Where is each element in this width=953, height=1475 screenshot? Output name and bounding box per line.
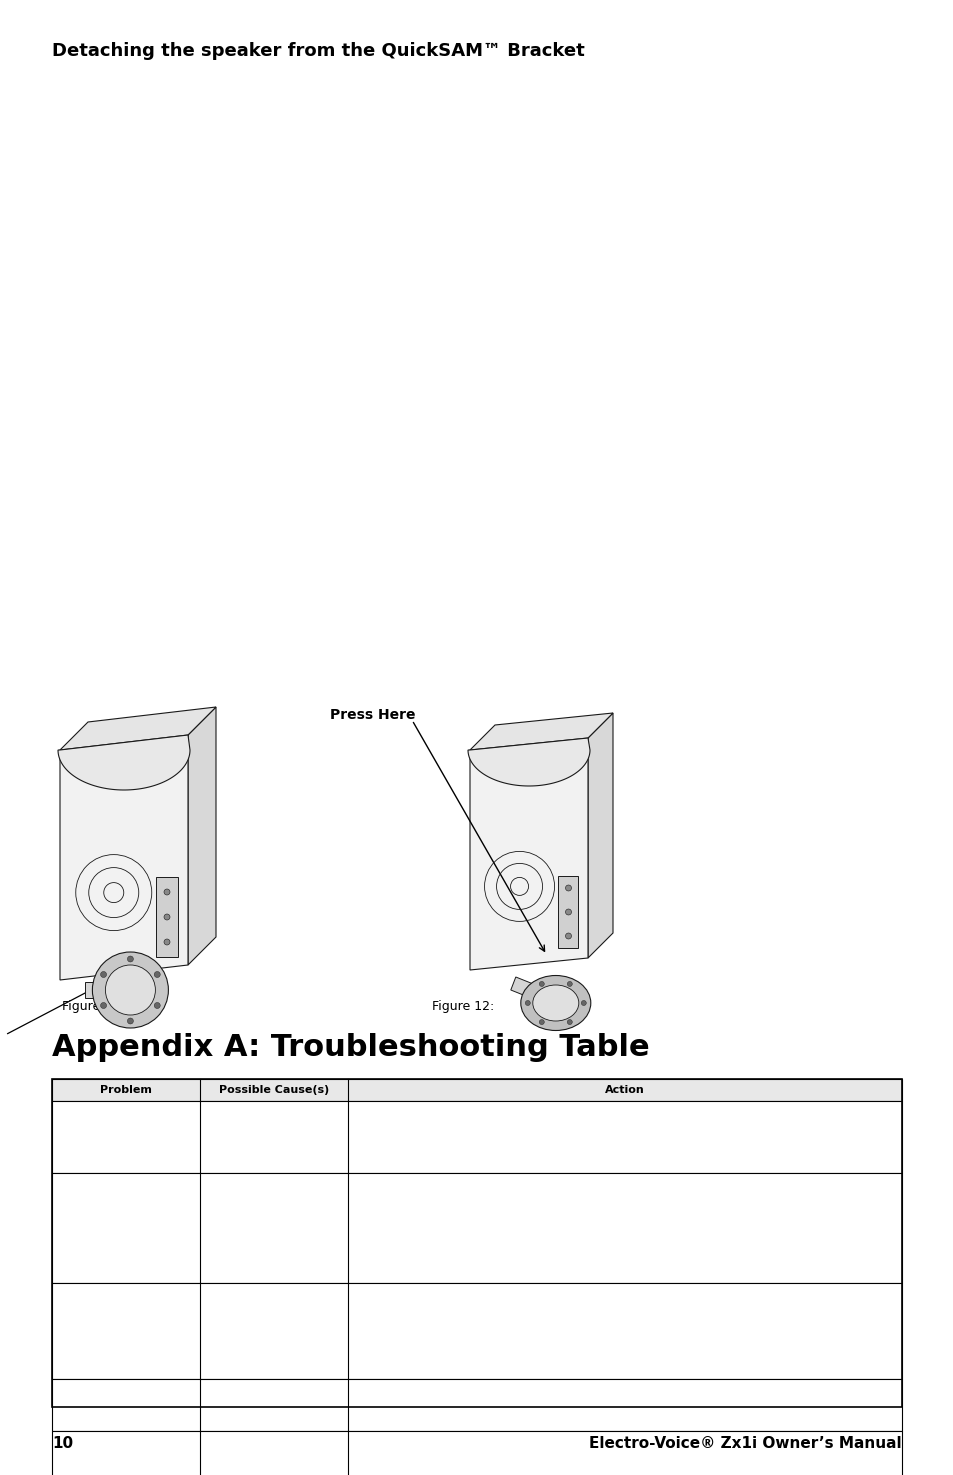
Bar <box>52 1379 901 1431</box>
Ellipse shape <box>520 975 590 1031</box>
Text: Possible Cause(s): Possible Cause(s) <box>218 1086 329 1094</box>
Text: Problem: Problem <box>100 1086 152 1094</box>
Circle shape <box>128 956 133 962</box>
Circle shape <box>164 914 170 920</box>
Text: Figure 11:: Figure 11: <box>62 1000 124 1013</box>
Circle shape <box>580 1000 586 1006</box>
Circle shape <box>567 981 572 987</box>
Circle shape <box>565 885 571 891</box>
Text: Action: Action <box>604 1086 644 1094</box>
Polygon shape <box>60 735 188 979</box>
Bar <box>156 878 178 957</box>
Bar <box>52 1100 901 1173</box>
Circle shape <box>567 1019 572 1025</box>
Circle shape <box>164 889 170 895</box>
Polygon shape <box>587 712 613 957</box>
Polygon shape <box>470 712 613 749</box>
Circle shape <box>525 1000 530 1006</box>
Circle shape <box>128 1018 133 1024</box>
Bar <box>52 1283 901 1379</box>
Bar <box>52 1080 901 1407</box>
Polygon shape <box>188 707 215 965</box>
Text: Electro-Voice® Zx1i Owner’s Manual: Electro-Voice® Zx1i Owner’s Manual <box>589 1435 901 1450</box>
Circle shape <box>154 1003 160 1009</box>
Circle shape <box>538 981 544 987</box>
Ellipse shape <box>532 985 578 1021</box>
Circle shape <box>100 1003 107 1009</box>
Circle shape <box>565 909 571 914</box>
Bar <box>52 1431 901 1475</box>
Circle shape <box>154 972 160 978</box>
Circle shape <box>565 934 571 940</box>
Circle shape <box>92 951 169 1028</box>
Polygon shape <box>510 976 540 1000</box>
Bar <box>558 876 578 948</box>
Circle shape <box>105 965 155 1015</box>
Circle shape <box>538 1019 544 1025</box>
Circle shape <box>100 972 107 978</box>
Text: 10: 10 <box>52 1435 73 1450</box>
Text: Figure 12:: Figure 12: <box>432 1000 494 1013</box>
Polygon shape <box>86 982 120 999</box>
Polygon shape <box>470 738 587 971</box>
Text: Detaching the speaker from the QuickSAM™ Bracket: Detaching the speaker from the QuickSAM™… <box>52 41 584 60</box>
Circle shape <box>164 940 170 945</box>
Polygon shape <box>58 735 190 791</box>
Text: Press Here: Press Here <box>330 708 416 721</box>
Text: Appendix A: Troubleshooting Table: Appendix A: Troubleshooting Table <box>52 1032 649 1062</box>
Polygon shape <box>60 707 215 749</box>
Bar <box>52 1173 901 1283</box>
Bar <box>52 1080 901 1100</box>
Polygon shape <box>468 738 589 786</box>
